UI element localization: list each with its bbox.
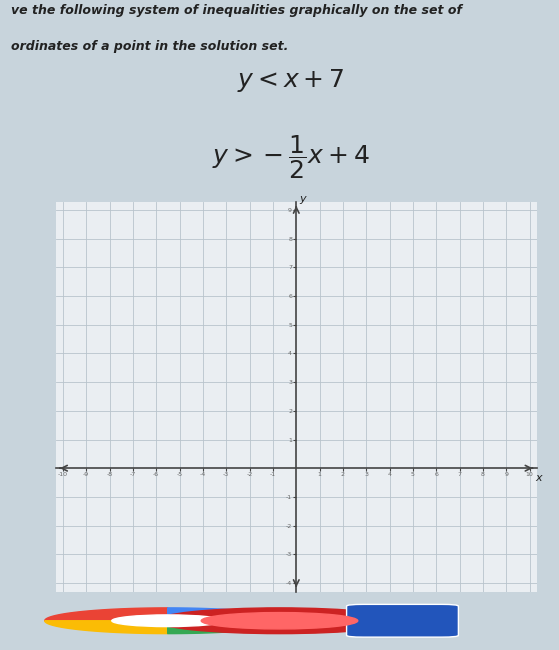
Circle shape bbox=[201, 612, 358, 629]
Text: $y > -\dfrac{1}{2}x + 4$: $y > -\dfrac{1}{2}x + 4$ bbox=[212, 133, 369, 181]
Polygon shape bbox=[168, 608, 291, 621]
Text: y: y bbox=[299, 194, 305, 203]
Text: ordinates of a point in the solution set.: ordinates of a point in the solution set… bbox=[11, 40, 288, 53]
Polygon shape bbox=[45, 621, 168, 634]
FancyBboxPatch shape bbox=[347, 604, 458, 637]
Polygon shape bbox=[168, 621, 291, 634]
Polygon shape bbox=[45, 608, 168, 621]
Text: ve the following system of inequalities graphically on the set of: ve the following system of inequalities … bbox=[11, 4, 462, 17]
Text: x: x bbox=[536, 473, 542, 483]
Circle shape bbox=[112, 615, 224, 627]
Circle shape bbox=[157, 608, 402, 634]
Text: $y < x + 7$: $y < x + 7$ bbox=[237, 67, 344, 94]
